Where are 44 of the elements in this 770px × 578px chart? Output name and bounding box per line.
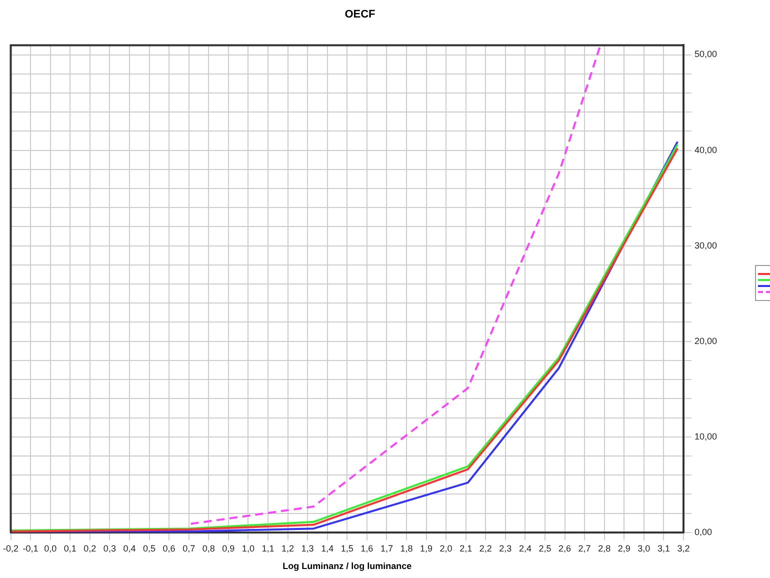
x-tick-label: -0,2 — [2, 543, 19, 554]
x-tick-label: 1,6 — [360, 543, 374, 554]
x-tick-label: 0,5 — [143, 543, 156, 554]
y-tick-label: 10,00 — [694, 431, 718, 442]
x-tick-label: 1,9 — [420, 543, 433, 554]
y-tick-label: 30,00 — [694, 240, 718, 250]
x-tick-label: 3,2 — [677, 543, 690, 554]
x-tick-label: 0,2 — [84, 543, 96, 554]
x-tick-label: 0,1 — [64, 543, 76, 554]
x-tick-label: 3,0 — [638, 543, 650, 554]
x-tick-label: 3,1 — [657, 543, 670, 554]
x-tick-label: 2,6 — [558, 543, 572, 554]
x-tick-label: 2,9 — [618, 543, 630, 554]
chart-title: OECF — [344, 8, 376, 21]
x-tick-label: 2,0 — [440, 543, 452, 554]
x-tick-label: 2,5 — [538, 543, 552, 554]
x-tick-label: 1,1 — [262, 543, 274, 554]
x-tick-label: 1,4 — [321, 543, 334, 554]
x-tick-label: 2,2 — [479, 543, 492, 554]
x-tick-label: 2,3 — [499, 543, 512, 554]
x-axis-title: Log Luminanz / log luminance — [282, 561, 412, 572]
x-tick-label: 1,2 — [282, 543, 294, 554]
y-tick-label: 50,00 — [694, 49, 718, 60]
x-tick-label: -0,1 — [22, 543, 38, 554]
x-tick-label: 0,4 — [123, 543, 136, 554]
y-tick-label: 40,00 — [694, 144, 718, 155]
x-tick-label: 1,8 — [400, 543, 413, 554]
x-tick-label: 2,7 — [578, 543, 591, 554]
x-tick-label: 1,5 — [340, 543, 354, 554]
x-tick-label: 1,7 — [380, 543, 393, 554]
line-series — [190, 45, 602, 525]
x-tick-label: 1,0 — [242, 543, 254, 554]
x-tick-label: 2,8 — [598, 543, 611, 554]
x-tick-label: 2,1 — [460, 543, 472, 554]
x-tick-label: 2,4 — [518, 543, 532, 554]
x-tick-label: 0,6 — [162, 543, 176, 554]
x-tick-label: 0,9 — [222, 543, 235, 554]
y-tick-label: 20,00 — [694, 336, 718, 346]
x-tick-label: 0,3 — [103, 543, 116, 554]
y-tick-label: 0,00 — [694, 526, 712, 537]
x-tick-label: 0,8 — [202, 543, 215, 554]
x-tick-label: 0,0 — [44, 543, 57, 554]
x-tick-label: 1,3 — [301, 543, 314, 554]
x-tick-label: 0,7 — [182, 543, 196, 554]
